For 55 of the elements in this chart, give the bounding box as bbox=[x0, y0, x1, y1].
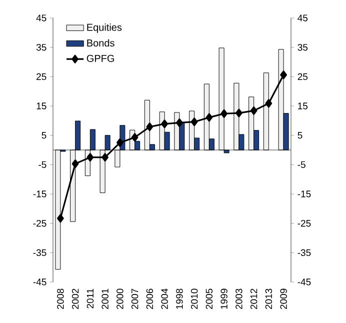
point bbox=[236, 108, 242, 118]
x-tick-label: 2010 bbox=[190, 288, 198, 310]
y-tick-label: 25 bbox=[36, 73, 46, 80]
point bbox=[206, 113, 213, 122]
point bbox=[146, 122, 154, 132]
point bbox=[57, 214, 64, 223]
point bbox=[250, 106, 258, 115]
y-tick-label: -35 bbox=[33, 249, 46, 256]
y2-tick-label: -25 bbox=[298, 220, 311, 227]
y-tick-label: 45 bbox=[36, 14, 46, 22]
x-tick-label: 2001 bbox=[102, 288, 108, 310]
point bbox=[86, 153, 94, 162]
y2-tick-label: -35 bbox=[298, 249, 311, 256]
point bbox=[280, 70, 287, 80]
legend-label: GPFG bbox=[86, 54, 114, 62]
x-tick-label: 2000 bbox=[116, 288, 124, 310]
y-tick-label: -15 bbox=[33, 190, 46, 198]
x-tick-label: 2004 bbox=[161, 288, 168, 310]
point bbox=[190, 118, 198, 126]
y2-tick-label: 15 bbox=[298, 102, 308, 110]
point bbox=[116, 138, 124, 147]
y2-tick-label: -5 bbox=[298, 161, 306, 168]
point bbox=[176, 118, 183, 128]
x-tick-label: 2011 bbox=[86, 288, 94, 308]
point bbox=[102, 153, 108, 162]
x-tick-label: 2003 bbox=[236, 288, 242, 310]
y-tick-label: 35 bbox=[36, 44, 46, 51]
legend-label: Equities bbox=[87, 24, 122, 33]
point bbox=[72, 159, 79, 168]
y-tick-label: -45 bbox=[33, 278, 46, 286]
x-tick-label: 2013 bbox=[265, 288, 272, 310]
y2-tick-label: -15 bbox=[298, 190, 311, 198]
y2-tick-label: 45 bbox=[298, 14, 308, 22]
point bbox=[265, 99, 272, 108]
x-tick-label: 2007 bbox=[131, 288, 138, 310]
x-tick-label: 2012 bbox=[250, 288, 258, 310]
y2-tick-label: 25 bbox=[298, 73, 308, 80]
legend-label: Bonds bbox=[87, 39, 114, 47]
x-tick-label: 1999 bbox=[220, 288, 228, 309]
y2-tick-label: 35 bbox=[298, 44, 308, 51]
y-tick-label: 5 bbox=[42, 132, 46, 139]
x-tick-label: 2006 bbox=[146, 288, 154, 310]
x-tick-label: 1998 bbox=[176, 288, 183, 309]
y2-tick-label: -45 bbox=[298, 278, 311, 286]
point bbox=[220, 109, 228, 118]
x-tick-label: 2005 bbox=[206, 288, 213, 310]
y-tick-label: 15 bbox=[36, 102, 46, 110]
point bbox=[131, 133, 138, 142]
point bbox=[161, 120, 168, 128]
y2-tick-label: 5 bbox=[298, 132, 302, 139]
x-tick-label: 2008 bbox=[57, 288, 64, 310]
x-tick-label: 2002 bbox=[72, 288, 79, 310]
y-tick-label: -25 bbox=[33, 220, 46, 227]
x-tick-label: 2009 bbox=[280, 288, 287, 310]
y-tick-label: -5 bbox=[38, 161, 46, 168]
